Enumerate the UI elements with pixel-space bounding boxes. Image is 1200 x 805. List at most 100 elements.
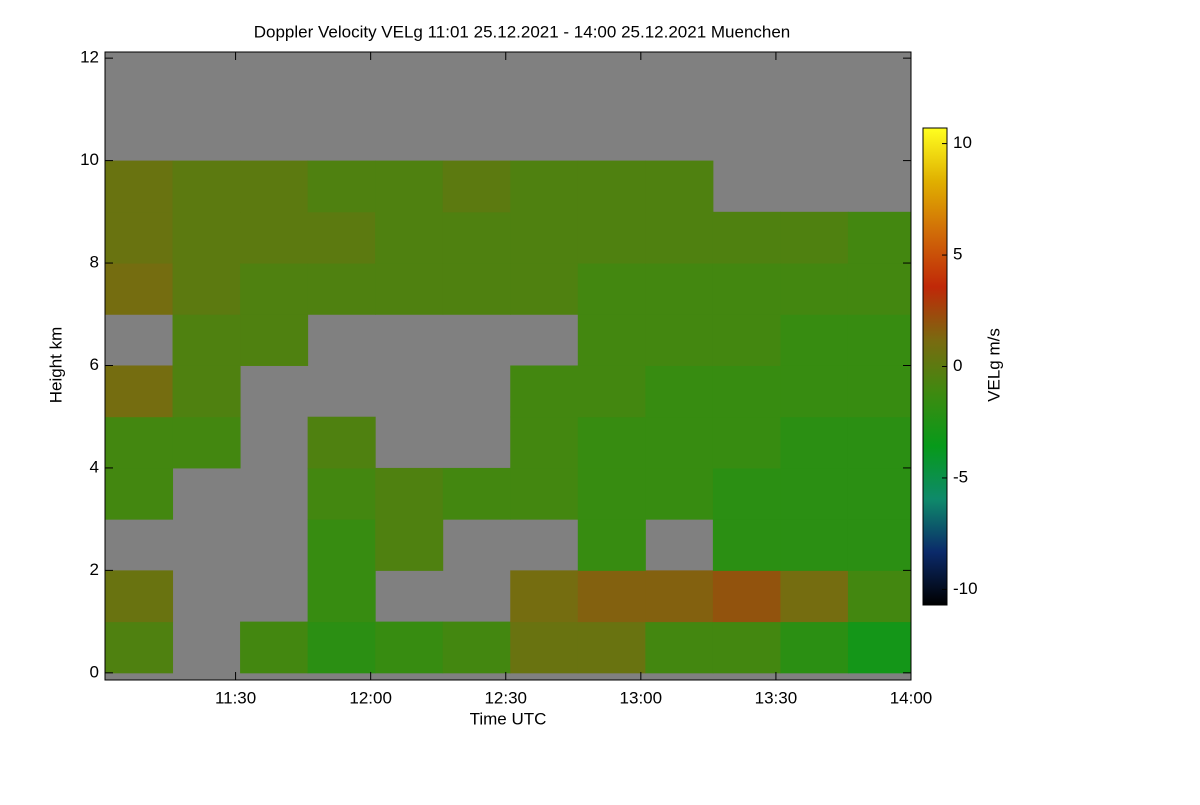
heatmap-cell [375,160,444,213]
heatmap-cell [847,314,912,366]
heatmap-cell [375,621,444,674]
heatmap-cell [307,621,376,674]
heatmap-cell [712,263,781,315]
y-tick-label: 10 [80,150,99,169]
colorbar-tick-label: 0 [953,356,962,375]
heatmap-cell [780,263,849,315]
heatmap-cell [172,314,241,366]
heatmap-cell [847,570,912,623]
heatmap-cell [712,314,781,366]
heatmap-cell [375,467,444,520]
heatmap-cell [442,621,511,674]
heatmap-cell [577,211,646,264]
heatmap-cell [645,467,714,520]
heatmap-cell [105,621,174,674]
heatmap-cell [510,211,579,264]
heatmap-cell [307,211,376,264]
heatmap-cell [712,570,781,623]
heatmap-cell [240,211,309,264]
heatmap-cell [577,570,646,623]
heatmap-cell [240,160,309,213]
x-tick-label: 13:30 [755,688,798,707]
heatmap-cell [780,570,849,623]
heatmap-cell [645,570,714,623]
heatmap-cell [577,416,646,469]
heatmap-cell [645,365,714,418]
y-tick-label: 0 [90,662,99,681]
x-tick-label: 13:00 [620,688,663,707]
heatmap-cell [577,621,646,674]
heatmap-cell [645,160,714,213]
heatmap-cell [105,467,174,520]
heatmap-cell [105,211,174,264]
colorbar-tick-label: 5 [953,245,962,264]
heatmap-cell [307,263,376,315]
heatmap-cell [510,160,579,213]
heatmap-cell [510,570,579,623]
heatmap-cell [780,519,849,571]
heatmap-cell [375,211,444,264]
heatmap-cell [442,211,511,264]
heatmap-cell [780,314,849,366]
heatmap-cell [847,621,912,674]
heatmap-cell [105,416,174,469]
heatmap-cell [712,211,781,264]
plot-frame [104,51,912,681]
heatmap-cell [577,263,646,315]
heatmap-cell [510,467,579,520]
heatmap-cell [105,263,174,315]
colorbar-label: VELg m/s [984,328,1003,402]
heatmap-cell [240,621,309,674]
heatmap-cell [645,416,714,469]
x-tick-label: 14:00 [890,688,933,707]
heatmap-cell [307,160,376,213]
heatmap-cell [780,416,849,469]
heatmap-cell [375,263,444,315]
heatmap-cell [307,519,376,571]
heatmap-cell [847,263,912,315]
heatmap-cell [847,416,912,469]
y-axis-label: Height km [46,327,65,404]
heatmap-cell [105,570,174,623]
colorbar-tick-label: -10 [953,579,978,598]
heatmap-cell [645,314,714,366]
heatmap-cell [712,519,781,571]
heatmap-cell [510,621,579,674]
heatmap-cell [780,467,849,520]
heatmap-cell [780,211,849,264]
colorbar-tick-label: 10 [953,133,972,152]
heatmap-cell [105,365,174,418]
heatmap-cell [780,621,849,674]
y-tick-label: 8 [90,253,99,272]
heatmap-cell [510,263,579,315]
x-axis-label: Time UTC [470,709,547,728]
heatmap-cell [577,160,646,213]
heatmap-cell [712,365,781,418]
heatmap-cell [645,621,714,674]
heatmap-cell [240,263,309,315]
heatmap-cell [442,467,511,520]
heatmap-cell [172,365,241,418]
x-tick-label: 12:30 [484,688,527,707]
x-tick-label: 11:30 [215,688,256,707]
x-tick-label: 12:00 [349,688,392,707]
heatmap-cell [780,365,849,418]
heatmap-cell [510,365,579,418]
heatmap-cell [442,263,511,315]
heatmap-cell [577,519,646,571]
heatmap-cell [442,160,511,213]
y-tick-label: 4 [90,457,99,476]
heatmap-cell [577,365,646,418]
heatmap-cell [172,160,241,213]
heatmap-cell [847,365,912,418]
heatmap-cell [577,467,646,520]
heatmap-cell [712,621,781,674]
heatmap-cell [712,416,781,469]
y-tick-label: 6 [90,355,99,374]
heatmap-cell [645,263,714,315]
heatmap-cell [172,263,241,315]
y-tick-label: 12 [80,48,99,67]
heatmap-cell [712,467,781,520]
heatmap-cell [375,519,444,571]
